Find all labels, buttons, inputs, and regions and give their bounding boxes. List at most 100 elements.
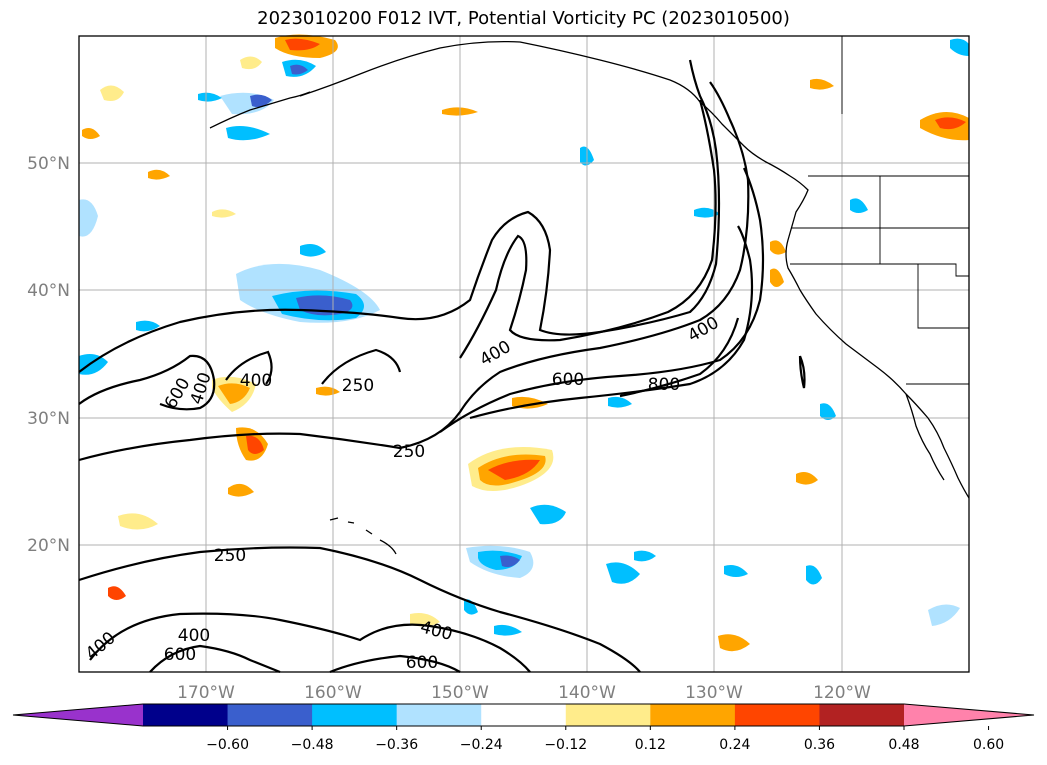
colorbar-segment	[481, 704, 567, 726]
contour-label: 600	[406, 653, 438, 673]
contour-label: 600	[164, 645, 196, 665]
ivt-contour-800	[619, 317, 740, 398]
pv-blob	[300, 244, 326, 257]
pv-blob	[79, 199, 98, 237]
pv-blob	[718, 634, 750, 652]
pv-blob	[606, 562, 640, 584]
colorbar-tick-label: −0.60	[206, 737, 249, 753]
pv-blob	[212, 209, 236, 218]
ivt-contour-600	[469, 225, 754, 420]
graticule	[79, 36, 969, 672]
lat-label-50n: 50°N	[27, 154, 70, 174]
colorbar-segment	[143, 704, 229, 726]
lon-tick-labels: 170°W 160°W 150°W 140°W 130°W 120°W	[177, 683, 871, 703]
pv-anomaly-shading	[79, 34, 969, 652]
hawaii-islands	[329, 517, 397, 555]
colorbar-segment	[819, 704, 905, 726]
pv-blob	[810, 78, 834, 90]
map-frame	[78, 35, 970, 673]
colorbar-extend-max	[904, 704, 1034, 726]
baja-california	[905, 393, 945, 481]
lat-tick-labels: 20°N 30°N 40°N 50°N	[27, 154, 70, 556]
colorbar-tick-label: −0.12	[544, 737, 587, 753]
colorbar-segment	[396, 704, 482, 726]
pv-blob	[285, 38, 320, 51]
pv-blob	[634, 550, 656, 562]
pv-blob	[608, 396, 632, 408]
lon-label-120w: 120°W	[813, 683, 871, 703]
nevada-border	[917, 264, 969, 329]
pv-blob	[250, 94, 272, 108]
pv-positive-blobs	[82, 34, 969, 652]
coastlines	[209, 40, 970, 555]
contour-label: 400	[240, 371, 272, 391]
pv-blob	[796, 472, 818, 485]
ivt-contour-250-main	[78, 81, 750, 462]
contour-label: 250	[393, 442, 425, 462]
pv-blob	[290, 64, 308, 75]
colorbar-tick-label: 0.48	[888, 737, 919, 753]
lat-label-30n: 30°N	[27, 409, 70, 429]
pv-blob	[850, 198, 868, 213]
pv-blob	[410, 613, 440, 627]
ivt-contour-mid-250	[321, 348, 402, 385]
lon-label-140w: 140°W	[558, 683, 616, 703]
colorbar-tick-label: 0.12	[635, 737, 666, 753]
pv-blob	[136, 320, 160, 332]
political-borders	[790, 36, 969, 385]
lat-label-40n: 40°N	[27, 281, 70, 301]
lon-label-150w: 150°W	[431, 683, 489, 703]
ivt-contour-coastal	[798, 355, 806, 389]
pv-blob	[246, 435, 264, 454]
pv-blob	[198, 92, 222, 102]
pv-blob	[724, 565, 748, 577]
pv-blob	[316, 386, 340, 396]
colorbar-tick-label: −0.48	[291, 737, 334, 753]
pv-blob	[118, 513, 158, 530]
pv-blob	[500, 555, 520, 568]
alaska-peninsula	[209, 91, 311, 129]
ivt-contour-250-south	[78, 546, 641, 673]
figure-title: 2023010200 F012 IVT, Potential Vorticity…	[257, 8, 790, 29]
colorbar-segment	[734, 704, 820, 726]
pv-blob	[770, 240, 786, 255]
pv-blob	[494, 624, 522, 636]
pv-blob	[226, 126, 270, 141]
ivt-contour-west-400	[225, 350, 273, 385]
colorbar-tick-label: −0.36	[375, 737, 418, 753]
pv-blob	[770, 268, 784, 287]
colorbar-tick-label: 0.24	[719, 737, 750, 753]
california-border	[790, 263, 969, 277]
colorbar-segment	[565, 704, 651, 726]
pv-blob	[530, 504, 566, 525]
contour-label: 800	[648, 375, 680, 395]
contour-label: 250	[342, 376, 374, 396]
pv-blob	[79, 354, 108, 375]
pv-blob	[950, 38, 969, 56]
ivt-contours	[78, 59, 806, 674]
contour-label: 400	[178, 626, 210, 646]
lon-label-130w: 130°W	[685, 683, 743, 703]
colorbar-tick-label: 0.60	[973, 737, 1004, 753]
colorbar: −0.60 −0.48 −0.36 −0.24 −0.12 0.12 0.24 0.36 0.4…	[12, 703, 1035, 753]
ivt-contour-400-south	[89, 612, 531, 673]
pv-blob	[100, 85, 124, 101]
pv-blob	[928, 604, 960, 626]
pv-blob	[240, 56, 262, 70]
pv-blob	[935, 117, 966, 130]
contour-label: 250	[214, 546, 246, 566]
contour-label: 600	[552, 370, 584, 390]
pv-blob	[228, 483, 254, 497]
ivt-contour-400-main	[439, 167, 765, 433]
pv-blob	[806, 565, 822, 585]
pv-blob	[108, 586, 126, 600]
pv-blob	[820, 403, 836, 420]
ivt-contour-400-inner	[459, 99, 717, 359]
colorbar-outline	[12, 703, 1035, 727]
colorbar-extend-min	[13, 704, 143, 726]
pv-blob	[82, 128, 100, 139]
lon-label-170w: 170°W	[177, 683, 235, 703]
ivt-contour-west	[78, 354, 216, 411]
colorbar-segment	[227, 704, 313, 726]
